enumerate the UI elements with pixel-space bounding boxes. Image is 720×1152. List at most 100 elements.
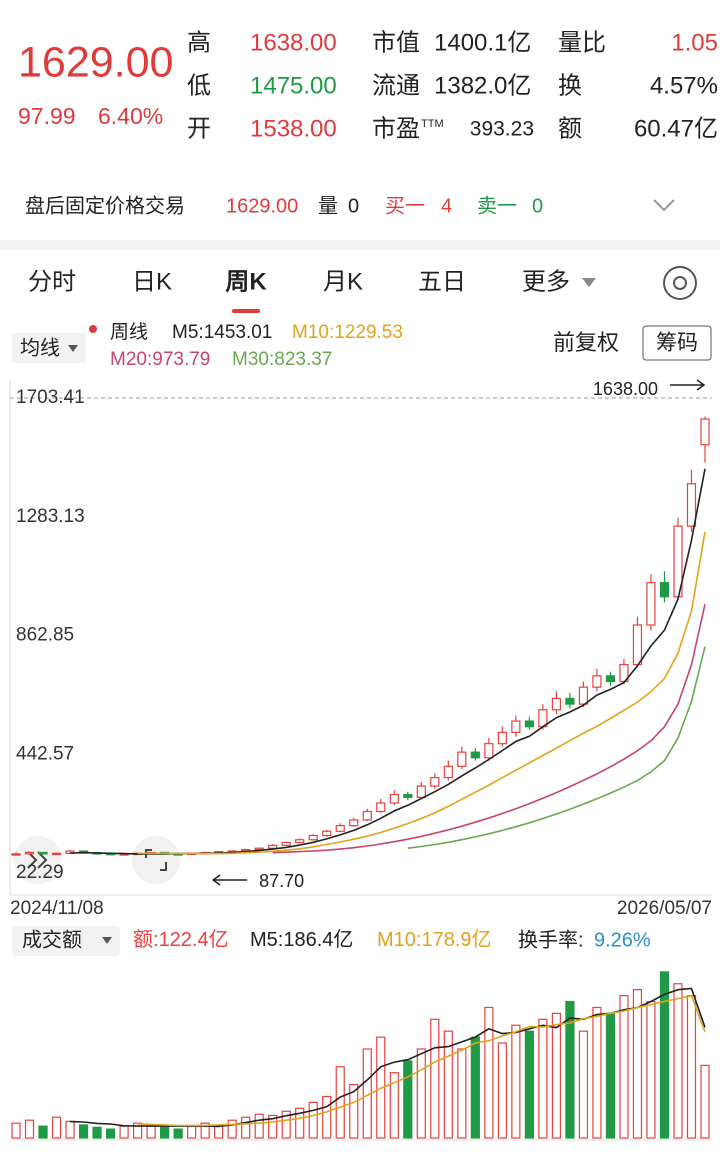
stat-value: 4.57% [650, 72, 718, 99]
stat-value: 1475.00 [250, 72, 337, 99]
high-annotation: 1638.00 [593, 379, 658, 399]
volume-bar [659, 971, 670, 1139]
volume-bar [389, 1072, 399, 1139]
legend-name: M5: [250, 929, 283, 951]
volume-bar [443, 1030, 453, 1139]
y-tick-label: 862.85 [16, 625, 74, 646]
ma-button-bg[interactable] [12, 333, 86, 363]
candle-body [403, 793, 413, 798]
volume-bar [646, 1000, 656, 1139]
price: 1629.00 [18, 38, 173, 86]
legend-unit: 亿 [333, 928, 353, 951]
volume-bar [686, 994, 697, 1139]
tab[interactable]: 五日 [418, 268, 466, 295]
candle-body [686, 483, 697, 527]
after-hours-label: 盘后固定价格交易 [25, 194, 185, 217]
volume-bar [227, 1119, 237, 1139]
high-arrow [670, 379, 706, 391]
y-tick-label: 442.57 [16, 743, 74, 764]
chips-button-bg[interactable] [642, 325, 712, 361]
volume-bar [551, 1012, 561, 1139]
stat-label: 换 [558, 72, 582, 99]
volume-bar [416, 1048, 426, 1139]
ma-line [69, 468, 706, 855]
candle-body [322, 830, 332, 837]
volume-bar [592, 1006, 602, 1139]
stat-value: 1.05 [671, 29, 718, 56]
settings-icon[interactable] [663, 266, 697, 300]
volume-bar [65, 1120, 75, 1139]
volume-ma-line [137, 994, 706, 1127]
legend-unit: 亿 [209, 928, 229, 951]
dot [89, 325, 97, 333]
volume-bar [322, 1095, 332, 1139]
vol: 0 [348, 195, 359, 217]
legend-name: M20: [110, 349, 152, 370]
volume-bar [335, 1066, 345, 1139]
candle-body [551, 697, 561, 711]
dropdown-icon [102, 937, 112, 944]
candle-body [295, 839, 305, 844]
stat-label: 额 [558, 115, 582, 142]
candle-body [700, 418, 710, 446]
turnover-label: 换手率: [518, 928, 584, 951]
nav-button[interactable] [132, 836, 180, 884]
nav-button[interactable] [14, 836, 62, 884]
dropdown-icon [68, 345, 78, 352]
volume-bar [619, 994, 629, 1139]
candle-body [497, 731, 507, 745]
legend-name: 额: [133, 928, 159, 951]
ma-button[interactable]: 均线 [20, 336, 60, 359]
bid: 4 [441, 195, 452, 217]
volume-bar [349, 1083, 359, 1139]
change-pct: 6.40% [98, 103, 163, 129]
candle-body [268, 844, 278, 849]
tab[interactable]: 更多 [522, 268, 570, 295]
stat-label: 低 [187, 72, 211, 99]
adjust[interactable]: 前复权 [553, 330, 619, 355]
tabs: 分时 日K 周K 月K 五日 更多 [28, 266, 697, 313]
tab-active[interactable]: 周K [225, 268, 267, 295]
volume-bar [24, 1119, 35, 1139]
volume-button[interactable]: 成交额 [22, 928, 82, 951]
legend-name: M10: [292, 322, 334, 343]
candle-body [51, 852, 62, 856]
tab-underline [232, 309, 260, 313]
volume-legend: M10:178.9亿 [377, 928, 492, 951]
volume-bar [632, 989, 643, 1139]
turnover: 9.26% [594, 929, 651, 951]
tab[interactable]: 月K [323, 268, 363, 295]
volume-bar [578, 1030, 589, 1139]
candle-body [335, 825, 345, 832]
volume-bar [565, 1000, 575, 1139]
stat-label: 开 [187, 115, 211, 142]
candle-body [24, 851, 35, 855]
volume-bar [281, 1110, 291, 1139]
volume-button-bg[interactable] [12, 926, 120, 956]
stat-value: 1638.00 [250, 29, 337, 56]
candle-body [349, 819, 359, 827]
volume-bar [214, 1125, 224, 1139]
ma-legend: M20:973.79 [110, 349, 210, 370]
ma-legend: M5:1453.01 [172, 322, 272, 343]
change: 97.99 [18, 103, 76, 129]
volume-bar [430, 1018, 440, 1139]
y-tick-label: 1703.41 [16, 387, 85, 408]
volume-bar [511, 1024, 521, 1139]
volume-bar [92, 1126, 102, 1139]
stat-value: 1538.00 [250, 115, 337, 142]
after-hours-row[interactable]: 盘后固定价格交易 1629.00 量 0 买一 4 卖一 0 [25, 194, 675, 217]
tab[interactable]: 分时 [28, 268, 76, 295]
volume-bar [524, 1030, 534, 1139]
stat-value: 1382.0亿 [434, 72, 531, 99]
candle-body [389, 793, 399, 804]
tab[interactable]: 日K [132, 268, 172, 295]
candle-body [578, 686, 589, 705]
volume-bar [160, 1126, 170, 1139]
chips-button[interactable]: 筹码 [656, 332, 698, 355]
candle-body [646, 582, 656, 626]
y-tick-label: 1283.13 [16, 506, 85, 527]
settings-icon-inner [673, 276, 687, 290]
volume-bar [119, 1125, 129, 1139]
y-tick-label: 22.29 [16, 862, 64, 883]
